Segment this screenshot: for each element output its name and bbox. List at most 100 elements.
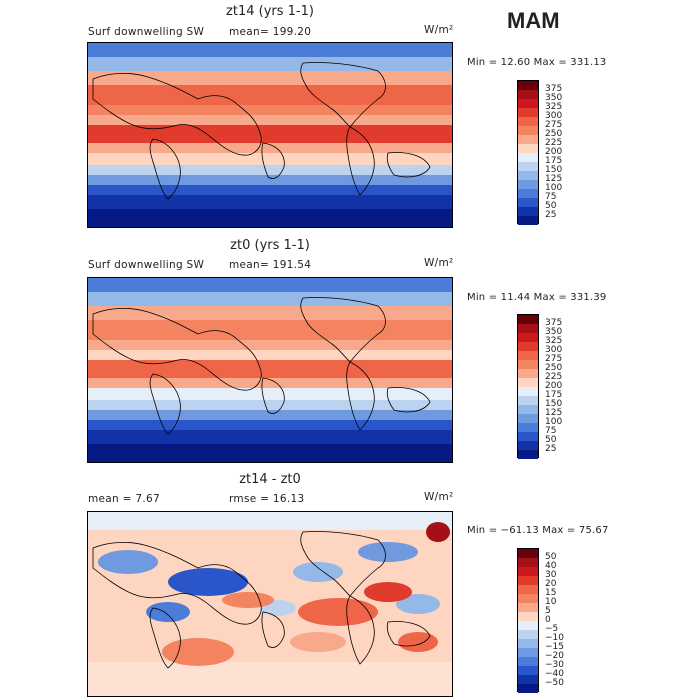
panel3-colorbar-tick-label: 40: [545, 560, 557, 571]
panel1-colorbar-tick-label: 225: [545, 137, 563, 148]
panel2-colorbar-tick-label: 125: [545, 407, 563, 418]
panel2-colorbar-tick-label: 50: [545, 434, 557, 445]
panel3-colorbar-segment: [518, 648, 538, 657]
panel1-colorbar-tick-label: 50: [545, 200, 557, 211]
panel3-colorbar-segment: [518, 630, 538, 639]
panel3-colorbar-segment: [518, 657, 538, 666]
panel2-colorbar-tick-label: 75: [545, 425, 557, 436]
panel1-colorbar-segment: [518, 198, 538, 207]
panel1-colorbar-segment: [518, 144, 538, 153]
panel2-map-graphic: [88, 278, 452, 462]
panel1-map: [87, 42, 453, 228]
panel1-colorbar-segment: [518, 99, 538, 108]
panel2-map: [87, 277, 453, 463]
panel2-colorbar-segment: [518, 369, 538, 378]
panel2-colorbar-tick-label: 300: [545, 344, 563, 355]
panel1-colorbar-segment: [518, 189, 538, 198]
panel2-colorbar-tick-label: 275: [545, 353, 563, 364]
panel1-colorbar-segment: [518, 90, 538, 99]
panel1-colorbar-segment: [518, 171, 538, 180]
panel2-colorbar-tick-label: 250: [545, 362, 563, 373]
panel1-colorbar-tick-label: 25: [545, 209, 557, 220]
panel2-colorbar-segment: [518, 351, 538, 360]
panel1-colorbar-segment: [518, 135, 538, 144]
panel2-units: W/m²: [424, 257, 454, 269]
panel3-colorbar-tick-label: −10: [545, 632, 564, 643]
panel1-colorbar-segment: [518, 126, 538, 135]
panel2-colorbar-tick-label: 375: [545, 317, 563, 328]
panel2-colorbar-segment: [518, 315, 538, 324]
panel3-colorbar-tick-label: −50: [545, 677, 564, 688]
panel2-colorbar-segment: [518, 378, 538, 387]
panel3-colorbar-tick-label: −40: [545, 668, 564, 679]
panel2-colorbar-segment: [518, 450, 538, 459]
panel1-colorbar-segment: [518, 216, 538, 225]
panel1-title: zt14 (yrs 1-1): [226, 4, 314, 19]
panel1-colorbar-tick-label: 175: [545, 155, 563, 166]
panel2-colorbar-segment: [518, 360, 538, 369]
panel3-colorbar-tick-label: 50: [545, 551, 557, 562]
panel1-colorbar-segment: [518, 180, 538, 189]
panel1-colorbar-tick-label: 300: [545, 110, 563, 121]
panel2-colorbar-tick-label: 350: [545, 326, 563, 337]
panel3-rmse: rmse = 16.13: [229, 493, 305, 505]
panel2-colorbar-segment: [518, 387, 538, 396]
season-label: MAM: [507, 8, 560, 33]
panel3-mean: mean = 7.67: [88, 493, 160, 505]
panel2-colorbar-segment: [518, 396, 538, 405]
panel1-colorbar-tick-label: 250: [545, 128, 563, 139]
panel2-colorbar-tick-label: 25: [545, 443, 557, 454]
panel2-colorbar-tick-label: 100: [545, 416, 563, 427]
panel2-colorbar-segment: [518, 432, 538, 441]
panel2-colorbar-segment: [518, 333, 538, 342]
panel3-colorbar-segment: [518, 666, 538, 675]
panel3-colorbar-segment: [518, 639, 538, 648]
panel1-colorbar-tick-label: 375: [545, 83, 563, 94]
panel3-colorbar-segment: [518, 594, 538, 603]
panel3-colorbar-tick-label: 20: [545, 578, 557, 589]
panel1-colorbar-tick-label: 125: [545, 173, 563, 184]
panel2-colorbar-tick-label: 150: [545, 398, 563, 409]
panel1-colorbar-tick-label: 350: [545, 92, 563, 103]
panel3-colorbar-segment: [518, 576, 538, 585]
panel1-units: W/m²: [424, 24, 454, 36]
panel1-map-graphic: [88, 43, 452, 227]
panel1-colorbar-segment: [518, 108, 538, 117]
panel3-colorbar-segment: [518, 603, 538, 612]
panel2-minmax: Min = 11.44 Max = 331.39: [467, 292, 607, 303]
panel3-colorbar-segment: [518, 612, 538, 621]
panel1-colorbar-segment: [518, 81, 538, 90]
panel3-colorbar-tick-label: 15: [545, 587, 557, 598]
panel3-colorbar-tick-label: −5: [545, 623, 559, 634]
panel2-colorbar-segment: [518, 342, 538, 351]
panel3-colorbar-segment: [518, 567, 538, 576]
panel1-field-label: Surf downwelling SW: [88, 26, 205, 38]
panel1-mean: mean= 199.20: [229, 26, 312, 38]
panel1-minmax: Min = 12.60 Max = 331.13: [467, 57, 607, 68]
panel1-colorbar-tick-label: 75: [545, 191, 557, 202]
panel1-colorbar-tick-label: 200: [545, 146, 563, 157]
panel1-colorbar-segment: [518, 207, 538, 216]
panel3-colorbar-segment: [518, 684, 538, 693]
panel3-colorbar-segment: [518, 585, 538, 594]
panel2-colorbar: [517, 314, 539, 459]
panel3-minmax: Min = −61.13 Max = 75.67: [467, 525, 609, 536]
panel1-colorbar-segment: [518, 162, 538, 171]
panel2-colorbar-segment: [518, 441, 538, 450]
panel3-colorbar-tick-label: 0: [545, 614, 551, 625]
panel3-colorbar-segment: [518, 675, 538, 684]
panel1-colorbar-segment: [518, 153, 538, 162]
panel3-colorbar-tick-label: 30: [545, 569, 557, 580]
panel2-colorbar-segment: [518, 414, 538, 423]
panel3-colorbar: [517, 548, 539, 693]
panel3-colorbar-tick-label: −30: [545, 659, 564, 670]
panel3-map: [87, 511, 453, 697]
panel3-colorbar-tick-label: −20: [545, 650, 564, 661]
panel2-field-label: Surf downwelling SW: [88, 259, 205, 271]
panel1-colorbar-tick-label: 100: [545, 182, 563, 193]
panel3-units: W/m²: [424, 491, 454, 503]
panel2-colorbar-tick-label: 325: [545, 335, 563, 346]
panel2-colorbar-segment: [518, 423, 538, 432]
panel1-colorbar-tick-label: 150: [545, 164, 563, 175]
panel2-colorbar-tick-label: 200: [545, 380, 563, 391]
